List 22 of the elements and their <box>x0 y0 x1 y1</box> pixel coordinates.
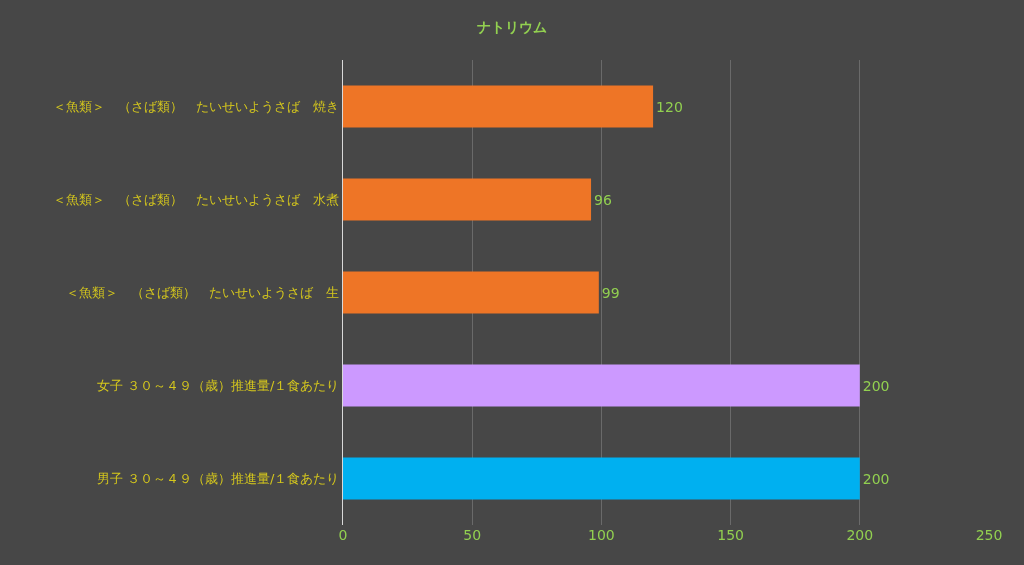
bar <box>343 364 860 407</box>
data-label: 200 <box>862 470 890 487</box>
bar <box>343 178 592 221</box>
data-label: 99 <box>601 284 620 301</box>
x-tick-label: 150 <box>717 527 744 543</box>
bar <box>343 85 654 128</box>
bar <box>343 457 860 500</box>
chart-title: ナトリウム <box>477 19 547 36</box>
data-label: 200 <box>862 377 890 394</box>
y-tick-label: 女子 ３０～４９（歳）推進量/１食あたり <box>96 378 340 394</box>
x-tick-label: 200 <box>846 527 874 543</box>
y-tick-label: ＜魚類＞ （さば類） たいせいようさば 生 <box>66 285 340 301</box>
x-tick-label: 0 <box>338 527 348 543</box>
x-tick-label: 250 <box>975 527 1003 543</box>
x-tick-label: 100 <box>588 527 615 543</box>
x-tick-label: 50 <box>463 527 482 543</box>
data-label: 96 <box>594 191 612 208</box>
data-label: 120 <box>656 98 683 115</box>
y-tick-label: ＜魚類＞ （さば類） たいせいようさば 水煮 <box>53 192 340 208</box>
y-tick-label: 男子 ３０～４９（歳）推進量/１食あたり <box>96 471 340 487</box>
y-tick-label: ＜魚類＞ （さば類） たいせいようさば 焼き <box>53 99 340 115</box>
bar <box>343 271 599 314</box>
